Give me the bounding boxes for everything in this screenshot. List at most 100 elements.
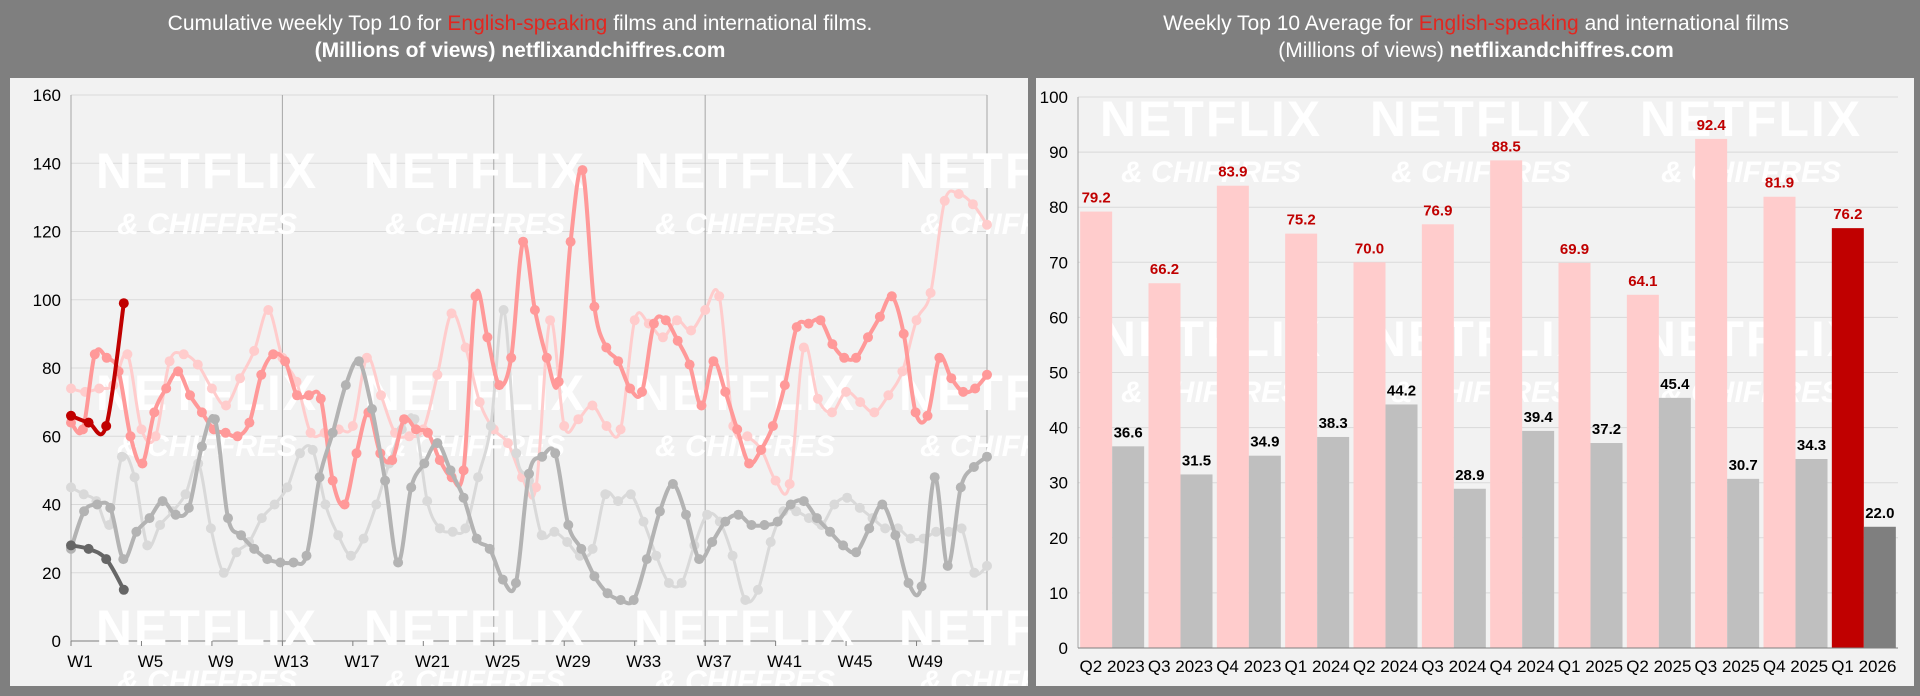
data-point-intl_2025: [419, 458, 430, 469]
data-point-intl_2025: [249, 543, 260, 554]
y-tick-label: 100: [1040, 88, 1068, 107]
data-point-intl_2024: [447, 526, 458, 537]
y-tick-label: 80: [1049, 198, 1068, 217]
data-point-en_2024: [672, 315, 682, 326]
data-point-en_2025: [946, 373, 957, 384]
data-label-international: 37.2: [1592, 421, 1621, 438]
y-tick-label: 140: [33, 154, 61, 173]
data-point-intl_2025: [654, 506, 665, 517]
left-chart-title: Cumulative weekly Top 10 for English-spe…: [10, 10, 1030, 64]
bar-international: [1453, 488, 1486, 648]
x-tick-label: W17: [344, 652, 379, 671]
data-point-en_2024: [953, 189, 964, 199]
data-point-intl_2026: [66, 540, 76, 551]
data-point-intl_2025: [746, 520, 757, 530]
data-label-international: 31.5: [1182, 452, 1211, 469]
x-tick-label: Q3 2024: [1421, 657, 1486, 676]
watermark-chiffres: & CHIFFRES: [117, 208, 297, 241]
bar-international: [1590, 443, 1623, 648]
bar-international: [1317, 436, 1350, 648]
data-point-intl_2024: [702, 509, 713, 520]
data-point-en_2024: [235, 373, 246, 384]
data-point-en_2025: [529, 305, 540, 315]
data-label-english: 76.2: [1833, 206, 1862, 223]
data-point-en_2025: [827, 339, 838, 350]
data-point-en_2025: [922, 410, 933, 421]
bar-english: [1421, 224, 1454, 648]
data-point-intl_2025: [236, 530, 247, 541]
data-point-en_2026: [83, 417, 94, 428]
data-point-en_2025: [672, 335, 683, 346]
data-point-intl_2025: [118, 554, 129, 565]
data-point-intl_2024: [269, 499, 280, 510]
data-point-intl_2025: [353, 356, 364, 367]
data-point-intl_2025: [890, 530, 901, 541]
data-point-intl_2025: [811, 513, 822, 524]
data-point-intl_2024: [638, 516, 649, 527]
data-label-english: 70.0: [1355, 240, 1384, 257]
data-point-intl_2025: [262, 554, 273, 565]
watermark-netflix: NETFLIX: [1100, 311, 1322, 367]
data-point-en_2025: [625, 383, 636, 394]
data-point-intl_2026: [101, 554, 112, 565]
data-point-intl_2025: [942, 560, 953, 571]
data-point-intl_2025: [838, 540, 849, 551]
y-tick-label: 70: [1049, 253, 1068, 272]
data-point-intl_2025: [144, 513, 155, 524]
watermark-chiffres: & CHIFFRES: [1661, 156, 1841, 189]
data-point-en_2025: [720, 386, 731, 397]
data-point-intl_2026: [83, 543, 94, 554]
data-point-en_2025: [422, 427, 433, 438]
data-point-en_2025: [970, 383, 981, 394]
data-point-en_2025: [506, 352, 517, 363]
data-point-intl_2024: [625, 489, 636, 500]
data-point-intl_2024: [358, 533, 369, 544]
data-point-intl_2025: [916, 581, 927, 592]
data-point-intl_2024: [231, 547, 242, 558]
data-point-en_2025: [958, 386, 969, 397]
data-point-intl_2024: [676, 578, 687, 588]
data-point-intl_2025: [484, 543, 495, 554]
data-point-intl_2024: [307, 444, 318, 455]
data-point-intl_2024: [982, 560, 992, 571]
right-subtitle-site: netflixandchiffres.com: [1449, 39, 1674, 62]
x-tick-label: Q2 2025: [1626, 657, 1691, 676]
data-point-intl_2024: [104, 520, 115, 530]
data-point-en_2025: [387, 455, 398, 466]
data-point-intl_2024: [829, 499, 840, 510]
watermark-netflix: NETFLIX: [1370, 91, 1592, 147]
data-point-intl_2024: [434, 523, 445, 534]
x-tick-label: W29: [556, 652, 591, 671]
data-point-intl_2025: [393, 557, 404, 568]
data-point-intl_2024: [969, 567, 980, 578]
data-point-intl_2025: [367, 404, 377, 414]
data-point-en_2025: [756, 444, 766, 455]
data-point-en_2025: [839, 352, 850, 363]
data-point-intl_2025: [131, 526, 142, 537]
data-point-en_2026: [66, 410, 76, 421]
data-point-en_2024: [855, 397, 866, 408]
data-point-intl_2024: [803, 513, 814, 524]
data-point-en_2024: [982, 219, 992, 230]
data-point-intl_2025: [196, 441, 207, 452]
watermark-netflix: NETFLIX: [1640, 91, 1862, 147]
x-tick-label: Q3 2023: [1148, 657, 1213, 676]
left-title-highlight: English-speaking: [447, 12, 608, 35]
data-point-intl_2024: [116, 451, 127, 462]
data-point-intl_2025: [733, 509, 744, 520]
data-point-intl_2024: [460, 523, 471, 534]
data-point-intl_2025: [563, 520, 574, 530]
data-point-intl_2025: [681, 509, 691, 520]
right-title-pre: Weekly Top 10 Average for: [1163, 12, 1419, 35]
bar-english: [1148, 283, 1181, 648]
watermark-netflix: NETFLIX: [1100, 91, 1322, 147]
data-point-intl_2024: [956, 523, 967, 534]
y-tick-label: 0: [1059, 639, 1068, 658]
data-point-en_2025: [292, 390, 302, 401]
left-subtitle-pre: (Millions of views): [314, 39, 502, 62]
data-point-intl_2025: [314, 472, 325, 483]
bar-english: [1490, 160, 1523, 648]
watermark-netflix: NETFLIX: [1370, 311, 1592, 367]
data-point-en_2024: [967, 199, 978, 210]
data-point-intl_2025: [380, 475, 391, 486]
